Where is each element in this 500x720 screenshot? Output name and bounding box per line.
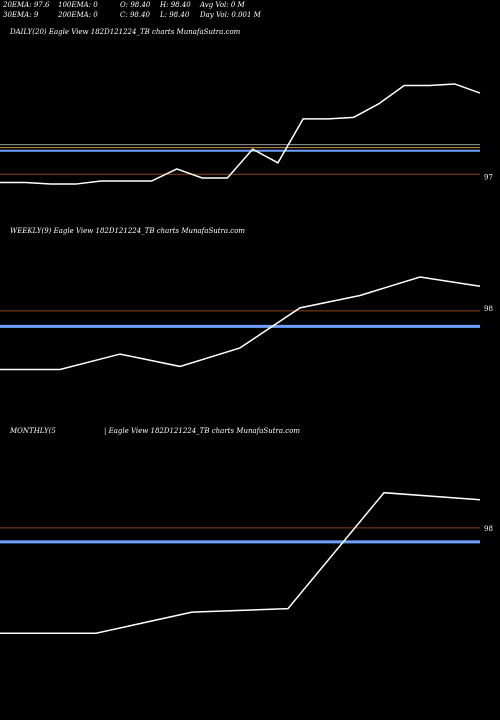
open-stat: O: 98.40 [120,1,151,9]
close-stat: C: 98.40 [120,11,150,19]
weekly-y-tick-label-0: 98 [484,305,493,313]
monthly-chart-title: MONTHLY(5 [10,427,56,435]
ema200-stat: 200EMA: 0 [58,11,98,19]
day-vol-stat: Day Vol: 0.001 M [200,11,261,19]
avg-vol-stat: Avg Vol: 0 M [200,1,245,9]
high-stat: H: 98.40 [160,1,191,9]
ema100-stat: 100EMA: 0 [58,1,98,9]
monthly-y-tick-label-0: 98 [484,525,493,533]
ema30-stat: 30EMA: 9 [3,11,39,19]
weekly-chart-title: WEEKLY(9) Eagle View 182D121224_TB chart… [10,227,246,235]
monthly-price-line [0,491,481,634]
daily-chart-title: DAILY(20) Eagle View 182D121224_TB chart… [10,28,241,36]
weekly-price-line [0,276,481,371]
monthly-chart-title-suffix: | Eagle View 182D121224_TB charts Munafa… [104,427,301,435]
stats-header: 20EMA: 97.6 30EMA: 9 100EMA: 0 200EMA: 0… [0,0,500,28]
low-stat: L: 98.40 [160,11,190,19]
ema20-stat: 20EMA: 97.6 [3,1,50,9]
daily-y-tick-label-0: 97 [484,173,493,181]
daily-price-line [0,83,481,185]
